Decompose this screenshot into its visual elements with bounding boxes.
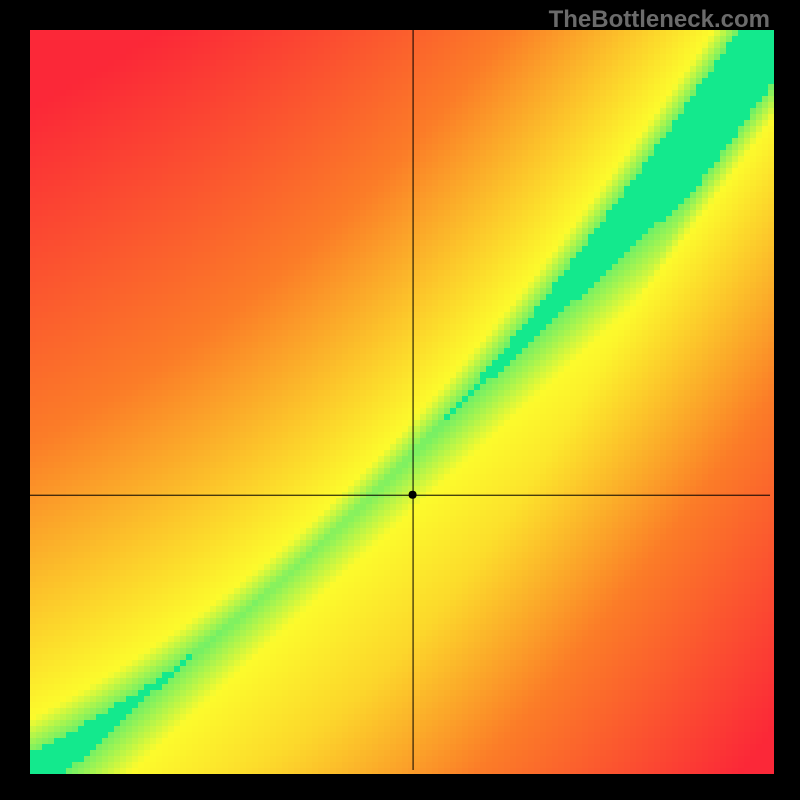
- watermark-text: TheBottleneck.com: [549, 6, 770, 34]
- bottleneck-heatmap: [0, 0, 800, 800]
- chart-frame: [0, 0, 800, 800]
